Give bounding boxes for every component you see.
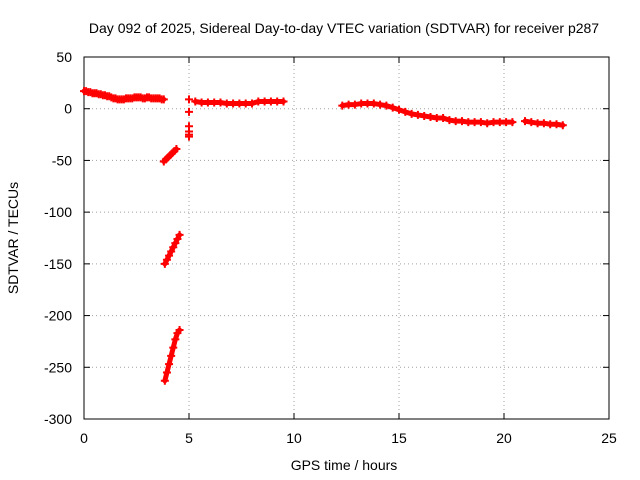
grid <box>84 57 609 419</box>
data-point <box>175 326 184 335</box>
data-point <box>558 121 567 130</box>
data-point <box>527 118 536 127</box>
y-tick-label: -300 <box>44 411 72 427</box>
data-point <box>185 107 193 116</box>
data-point <box>426 112 435 121</box>
data-point <box>172 145 181 154</box>
data-point <box>162 255 171 264</box>
data-point <box>539 119 548 128</box>
y-tick-label: 50 <box>56 49 72 65</box>
x-tick-label: 20 <box>496 430 512 446</box>
x-tick-label: 5 <box>185 430 193 446</box>
data-point <box>169 243 178 252</box>
data-point <box>445 116 454 125</box>
data-point <box>185 95 193 104</box>
data-point <box>338 101 347 110</box>
data-point <box>175 230 184 239</box>
x-tick-label: 25 <box>601 430 617 446</box>
data-point <box>369 99 378 108</box>
data-point <box>476 118 485 127</box>
data-point <box>420 111 429 120</box>
data-point <box>458 117 466 126</box>
chart-title: Day 092 of 2025, Sidereal Day-to-day VTE… <box>89 20 599 36</box>
series-mid <box>191 97 288 108</box>
data-point <box>401 107 410 116</box>
y-tick-label: -100 <box>44 204 72 220</box>
data-point <box>167 351 176 360</box>
data-point <box>382 101 391 110</box>
data-point <box>388 103 397 112</box>
data-points <box>80 87 567 385</box>
y-tick-label: -200 <box>44 308 72 324</box>
data-point <box>165 360 174 369</box>
data-point <box>413 110 422 119</box>
data-point <box>171 335 180 344</box>
series-cluster-a <box>159 145 181 166</box>
series-end <box>521 117 567 130</box>
series-late <box>338 99 517 128</box>
data-point <box>350 100 359 109</box>
series-transition <box>185 95 193 141</box>
data-point <box>167 247 176 256</box>
y-tick-label: -50 <box>52 152 72 168</box>
data-point <box>191 97 200 106</box>
data-point <box>439 114 448 123</box>
series-cluster-b <box>160 230 184 268</box>
data-point <box>159 95 168 104</box>
data-point <box>552 120 561 129</box>
data-point <box>248 99 256 108</box>
data-point <box>395 105 403 114</box>
data-point <box>279 97 288 106</box>
y-tick-label: -150 <box>44 256 72 272</box>
data-point <box>160 259 169 268</box>
data-point <box>169 343 178 352</box>
series-early <box>80 87 168 104</box>
y-tick-label: 0 <box>64 101 72 117</box>
axis-ticks: 0 5 10 15 20 25 50 0 -50 -100 -150 -200 -250 -300 <box>44 49 617 446</box>
y-axis-label: SDTVAR / TECUs <box>5 182 21 294</box>
x-tick-label: 0 <box>80 430 88 446</box>
data-point <box>508 118 517 127</box>
x-axis-label: GPS time / hours <box>291 457 398 473</box>
x-tick-label: 15 <box>391 430 407 446</box>
data-point <box>483 119 492 128</box>
y-tick-label: -250 <box>44 359 72 375</box>
data-point <box>162 368 171 377</box>
data-point <box>521 117 529 126</box>
data-point <box>165 251 174 260</box>
data-point <box>173 235 182 244</box>
series-cluster-c <box>160 326 184 385</box>
data-point <box>171 239 180 248</box>
plot-frame <box>83 56 610 420</box>
data-point <box>185 132 193 141</box>
data-point <box>376 100 385 109</box>
data-point <box>216 98 225 107</box>
x-tick-label: 10 <box>286 430 302 446</box>
data-point <box>160 376 169 385</box>
data-point <box>407 109 416 118</box>
